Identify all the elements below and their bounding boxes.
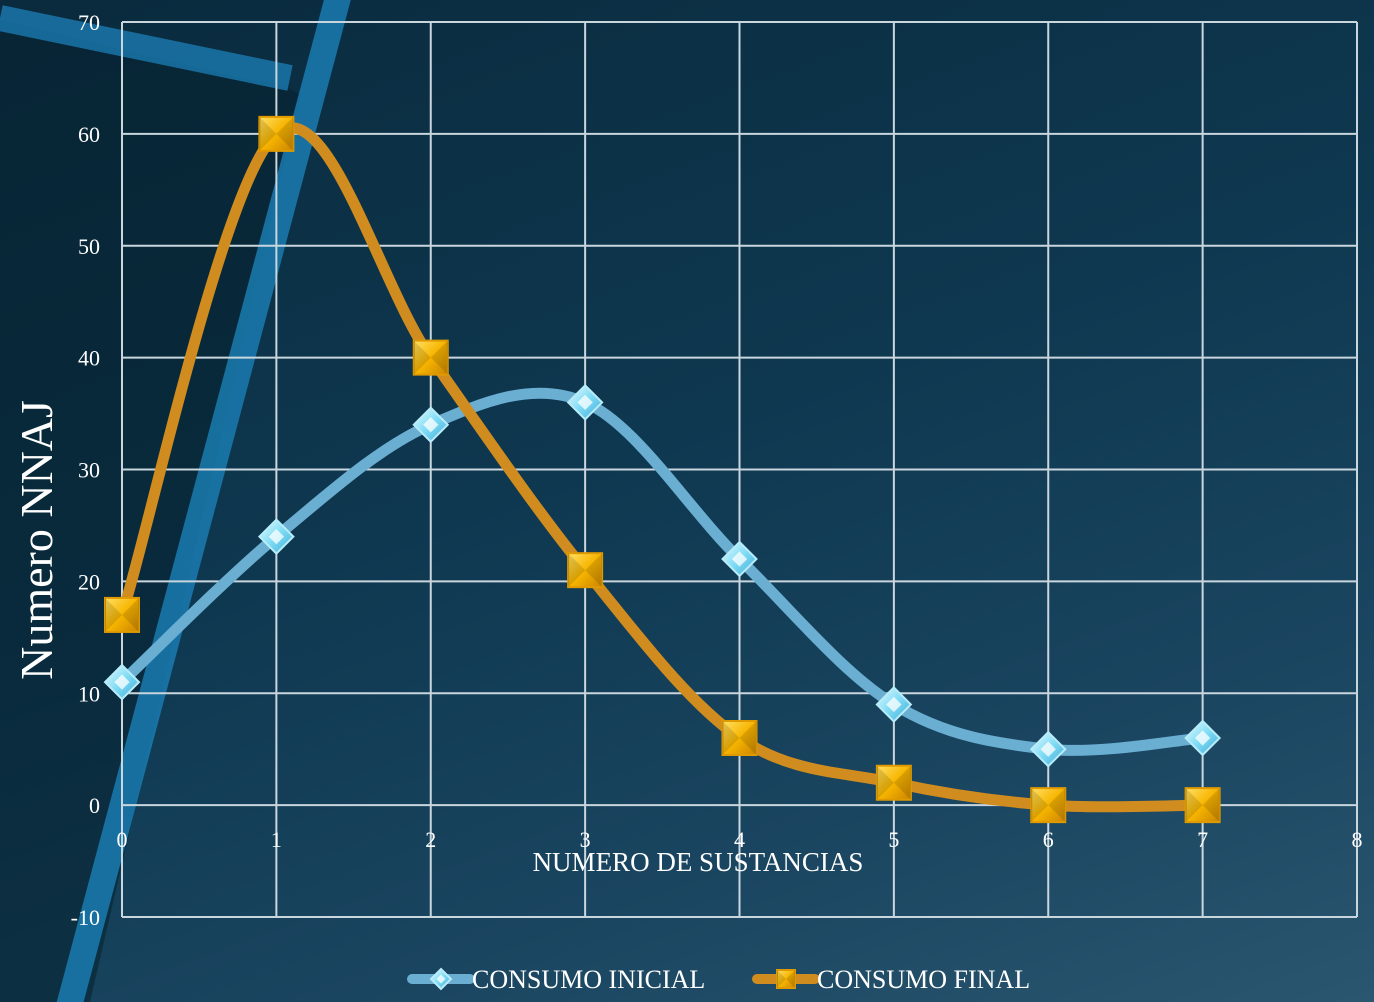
data-point-consumo-inicial <box>257 518 295 556</box>
y-tick-label: 30 <box>78 458 100 483</box>
legend-label: CONSUMO FINAL <box>817 965 1030 994</box>
square-marker-body <box>104 596 140 633</box>
square-marker-shade <box>777 970 786 988</box>
data-point-consumo-inicial <box>566 383 604 421</box>
x-tick-label: 4 <box>734 827 745 852</box>
data-point-consumo-final <box>875 764 912 801</box>
square-marker-shade <box>786 970 795 988</box>
data-point-consumo-inicial <box>875 686 913 723</box>
data-point-consumo-inicial <box>412 406 450 444</box>
y-tick-label: -10 <box>71 905 100 930</box>
square-marker-shade <box>585 553 603 588</box>
diamond-marker-highlight <box>423 417 439 433</box>
data-point-consumo-final <box>1030 787 1067 824</box>
legend-swatch-marker <box>429 967 453 991</box>
square-marker-body <box>776 969 796 989</box>
legend-swatch-marker <box>776 969 796 989</box>
data-point-consumo-inicial <box>1029 730 1067 768</box>
data-point-consumo-final <box>721 720 758 756</box>
square-marker-shade <box>413 340 431 375</box>
x-tick-label: 3 <box>580 827 591 852</box>
y-tick-label: 10 <box>78 681 100 706</box>
square-marker-body <box>567 552 604 589</box>
square-marker-body <box>258 115 295 152</box>
legend-item: CONSUMO FINAL <box>752 965 1030 994</box>
data-point-consumo-final <box>258 115 295 152</box>
square-marker-shade <box>876 765 894 800</box>
square-marker-shade <box>739 721 757 755</box>
series-markers <box>103 115 1222 824</box>
x-tick-label: 0 <box>117 827 128 852</box>
y-tick-label: 70 <box>78 10 100 35</box>
square-marker-shade <box>568 553 586 588</box>
y-tick-label: 0 <box>89 793 100 818</box>
diamond-marker-highlight <box>1040 741 1056 757</box>
y-tick-label: 20 <box>78 569 100 594</box>
square-marker-shade <box>430 340 448 375</box>
square-marker-shade <box>122 597 139 632</box>
series-line-consumo-inicial <box>116 387 1209 756</box>
y-axis-title: Numero NNAJ <box>11 400 62 680</box>
square-marker-body <box>1030 787 1067 824</box>
square-marker-shade <box>1185 788 1203 823</box>
data-point-consumo-final <box>412 339 449 376</box>
x-tick-label: 1 <box>271 827 282 852</box>
diamond-marker-highlight <box>577 394 593 411</box>
x-axis-title: NUMERO DE SUSTANCIAS <box>533 847 864 877</box>
x-tick-label: 5 <box>888 827 899 852</box>
square-marker-shade <box>105 597 122 632</box>
diamond-marker-highlight <box>1194 730 1211 746</box>
x-tick-label: 8 <box>1352 827 1363 852</box>
square-marker-body <box>412 339 449 376</box>
diagonal-band-stroke <box>56 0 351 1002</box>
x-tick-label: 6 <box>1043 827 1054 852</box>
data-point-consumo-final <box>1184 787 1221 824</box>
square-marker-shade <box>1048 788 1066 823</box>
y-tick-label: 50 <box>78 234 100 259</box>
legend: CONSUMO INICIAL CONSUMO FINAL <box>407 965 1030 994</box>
square-marker-shade <box>1202 788 1220 823</box>
square-marker-shade <box>893 765 911 800</box>
data-point-consumo-final <box>567 552 604 589</box>
square-marker-body <box>875 764 912 801</box>
diamond-marker-highlight <box>886 696 902 713</box>
top-band-stroke <box>0 5 293 91</box>
square-marker-shade <box>1031 788 1049 823</box>
square-marker-shade <box>259 116 277 151</box>
diamond-marker-highlight <box>114 674 130 690</box>
square-marker-shade <box>722 721 740 755</box>
data-point-consumo-inicial <box>721 540 758 578</box>
square-marker-body <box>721 720 758 756</box>
legend-label: CONSUMO INICIAL <box>472 965 705 994</box>
square-marker-body <box>1184 787 1221 824</box>
y-tick-label: 60 <box>78 122 100 147</box>
data-point-consumo-inicial <box>1184 719 1222 757</box>
diamond-marker-highlight <box>268 528 285 545</box>
x-tick-label: 7 <box>1197 827 1208 852</box>
tick-labels: -10 0 10 20 30 40 50 60 70 0 1 2 3 4 5 6 7 8 <box>71 10 1363 930</box>
x-tick-label: 2 <box>425 827 436 852</box>
square-marker-shade <box>276 116 294 151</box>
y-tick-label: 40 <box>78 346 100 371</box>
data-point-consumo-inicial <box>103 663 141 701</box>
data-point-consumo-final <box>104 596 140 633</box>
diamond-marker-highlight <box>436 974 446 984</box>
legend-item: CONSUMO INICIAL <box>407 965 705 994</box>
diamond-marker-highlight <box>731 551 748 567</box>
